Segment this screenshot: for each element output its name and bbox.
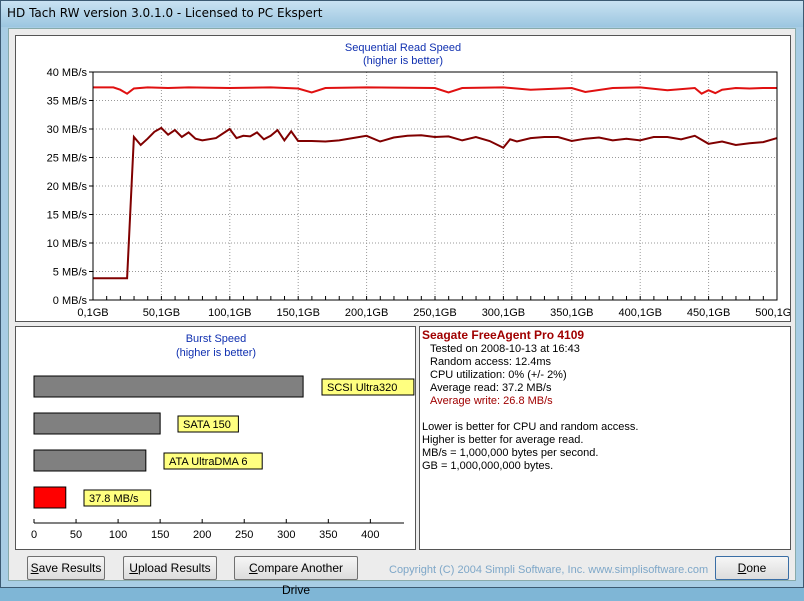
burst-x-tick-label: 200 <box>193 529 211 541</box>
x-tick-label: 250,1GB <box>413 307 456 319</box>
burst-subtitle: (higher is better) <box>176 347 256 359</box>
compare-another-drive-button[interactable]: Compare Another Drive <box>234 556 358 597</box>
note-average-read: Higher is better for average read. <box>422 434 584 446</box>
y-tick-label: 0 MB/s <box>53 295 88 307</box>
sequential-read-panel: Sequential Read Speed (higher is better)… <box>15 35 799 322</box>
client-area: Sequential Read Speed (higher is better)… <box>8 28 799 597</box>
upload-results-mnemonic: U <box>129 561 138 575</box>
burst-bar <box>33 449 147 472</box>
plot-frame <box>92 71 778 301</box>
note-mbs: MB/s = 1,000,000 bytes per second. <box>422 447 599 459</box>
results-info-panel: Seagate FreeAgent Pro 4109 Tested on 200… <box>419 326 791 550</box>
copyright-text: Copyright (C) 2004 Simpli Software, Inc.… <box>389 564 709 576</box>
chart-subtitle: (higher is better) <box>363 55 443 67</box>
y-tick-label: 35 MB/s <box>47 96 88 108</box>
burst-bar-label: ATA UltraDMA 6 <box>169 456 247 468</box>
burst-x-tick-label: 150 <box>151 529 169 541</box>
note-gb: GB = 1,000,000,000 bytes. <box>422 460 554 472</box>
burst-bar-label-box <box>177 415 239 433</box>
tested-date: Tested on 2008-10-13 at 16:43 <box>430 343 580 355</box>
burst-bars: SCSI Ultra320 SATA 150 ATA UltraDMA 6 37.8 … <box>33 375 415 509</box>
x-tick-label: 0,1GB <box>77 307 108 319</box>
burst-x-tick-label: 350 <box>319 529 337 541</box>
chart-title: Sequential Read Speed <box>345 42 461 54</box>
x-tick-label: 100,1GB <box>208 307 251 319</box>
y-tick-label: 30 MB/s <box>47 124 88 136</box>
y-axis-ticks: 40 MB/s 35 MB/s 30 MB/s 25 MB/s 20 MB/s 15 MB… <box>47 67 93 307</box>
write-series-line <box>93 126 778 280</box>
upload-results-label: pload Results <box>137 561 211 575</box>
upload-results-button[interactable]: Upload Results <box>123 556 217 580</box>
y-tick-label: 10 MB/s <box>47 238 88 250</box>
title-bar: HD Tach RW version 3.0.1.0 - Licensed to… <box>1 1 803 27</box>
y-tick-label: 40 MB/s <box>47 67 88 79</box>
cpu-utilization: CPU utilization: 0% (+/- 2%) <box>430 369 567 381</box>
x-tick-label: 500,1GB <box>755 307 790 319</box>
x-tick-label: 400,1GB <box>618 307 661 319</box>
window-title: HD Tach RW version 3.0.1.0 - Licensed to… <box>7 6 323 20</box>
note-cpu-random: Lower is better for CPU and random acces… <box>422 421 639 433</box>
x-tick-label: 450,1GB <box>687 307 730 319</box>
done-button[interactable]: Done <box>715 556 789 580</box>
burst-x-tick-label: 50 <box>70 529 82 541</box>
burst-speed-chart: Burst Speed (higher is better) SCSI Ultr… <box>31 333 415 541</box>
burst-bar-label-box <box>321 378 415 396</box>
average-read: Average read: 37.2 MB/s <box>430 382 552 394</box>
sequential-read-chart: Sequential Read Speed (higher is better)… <box>47 42 799 319</box>
burst-bar-label: 37.8 MB/s <box>89 493 139 505</box>
burst-x-axis-ticks: 0 50 100 150 200 250 300 350 400 <box>31 519 380 541</box>
read-series-line <box>93 86 777 95</box>
burst-x-tick-label: 100 <box>109 529 127 541</box>
average-write: Average write: 26.8 MB/s <box>430 395 553 407</box>
done-mnemonic: D <box>737 561 747 575</box>
drive-name: Seagate FreeAgent Pro 4109 <box>422 328 585 342</box>
y-tick-label: 25 MB/s <box>47 153 88 165</box>
chart-series <box>93 86 778 280</box>
y-tick-label: 20 MB/s <box>47 181 88 193</box>
burst-bar-label-box <box>83 489 152 507</box>
burst-bar <box>33 412 161 435</box>
x-tick-label: 350,1GB <box>550 307 593 319</box>
done-label: one <box>746 561 767 575</box>
x-tick-label: 150,1GB <box>276 307 319 319</box>
burst-bar-label-box <box>163 452 263 470</box>
burst-title: Burst Speed <box>186 333 247 345</box>
save-results-button[interactable]: Save Results <box>27 556 105 580</box>
burst-bar-label: SCSI Ultra320 <box>327 382 397 394</box>
y-tick-label: 5 MB/s <box>53 267 88 279</box>
random-access: Random access: 12.4ms <box>430 356 552 368</box>
burst-speed-panel: Burst Speed (higher is better) SCSI Ultr… <box>15 326 416 550</box>
burst-x-tick-label: 300 <box>277 529 295 541</box>
burst-bar <box>33 486 67 509</box>
save-results-mnemonic: S <box>30 561 39 575</box>
burst-bar <box>33 375 304 398</box>
y-tick-label: 15 MB/s <box>47 210 88 222</box>
x-tick-label: 300,1GB <box>482 307 525 319</box>
compare-label: ompare Another Drive <box>257 561 344 597</box>
compare-mnemonic: C <box>248 561 258 575</box>
burst-x-tick-label: 250 <box>235 529 253 541</box>
x-tick-label: 50,1GB <box>143 307 180 319</box>
x-tick-label: 200,1GB <box>345 307 388 319</box>
burst-bar-label: SATA 150 <box>183 419 231 431</box>
burst-x-tick-label: 400 <box>361 529 379 541</box>
chart-grid <box>92 71 778 301</box>
burst-x-tick-label: 0 <box>31 529 37 541</box>
x-axis-ticks: 0,1GB 50,1GB 100,1GB 150,1GB 200,1GB 250,1GB 3… <box>77 307 798 319</box>
save-results-label: ave Results <box>38 561 102 575</box>
